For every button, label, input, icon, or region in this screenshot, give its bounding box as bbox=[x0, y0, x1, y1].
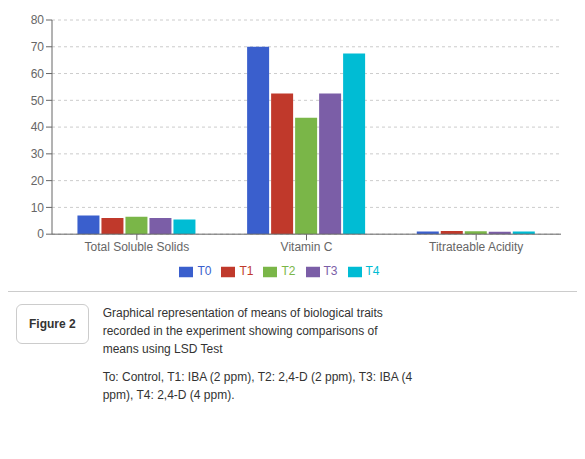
html-text:means using LSD Test: means using LSD Test bbox=[102, 342, 223, 356]
html-text:T4: T4 bbox=[365, 264, 380, 279]
html-text:ppm), T4: 2,4-D (4 ppm).: ppm), T4: 2,4-D (4 ppm). bbox=[102, 388, 235, 402]
svg-text:50: 50 bbox=[31, 94, 45, 108]
svg-text:Vitamin C: Vitamin C bbox=[281, 240, 333, 254]
html-text:T3: T3 bbox=[323, 264, 338, 279]
svg-text:10: 10 bbox=[31, 201, 45, 215]
svg-text:70: 70 bbox=[31, 40, 45, 54]
svg-text:60: 60 bbox=[31, 67, 45, 81]
html-text:Figure 2: Figure 2 bbox=[29, 317, 76, 331]
html-text:recorded in the experiment sho: recorded in the experiment showing compa… bbox=[102, 324, 378, 338]
svg-text:80: 80 bbox=[31, 13, 45, 27]
svg-text:40: 40 bbox=[31, 120, 45, 134]
html-text:To: Control, T1: IBA (2 ppm),: To: Control, T1: IBA (2 ppm), T2: 2,4-D … bbox=[102, 370, 413, 384]
svg-text:0: 0 bbox=[37, 227, 44, 241]
svg-text:30: 30 bbox=[31, 147, 45, 161]
html-text:T2: T2 bbox=[281, 264, 296, 279]
html-text:T1: T1 bbox=[239, 264, 254, 279]
svg-text:Titrateable Acidity: Titrateable Acidity bbox=[429, 240, 523, 254]
svg-text:20: 20 bbox=[31, 174, 45, 188]
svg-text:Total Soluble Solids: Total Soluble Solids bbox=[84, 240, 189, 254]
html-text:Graphical representation of me: Graphical representation of means of bio… bbox=[102, 306, 383, 320]
html-text:T0: T0 bbox=[197, 264, 212, 279]
